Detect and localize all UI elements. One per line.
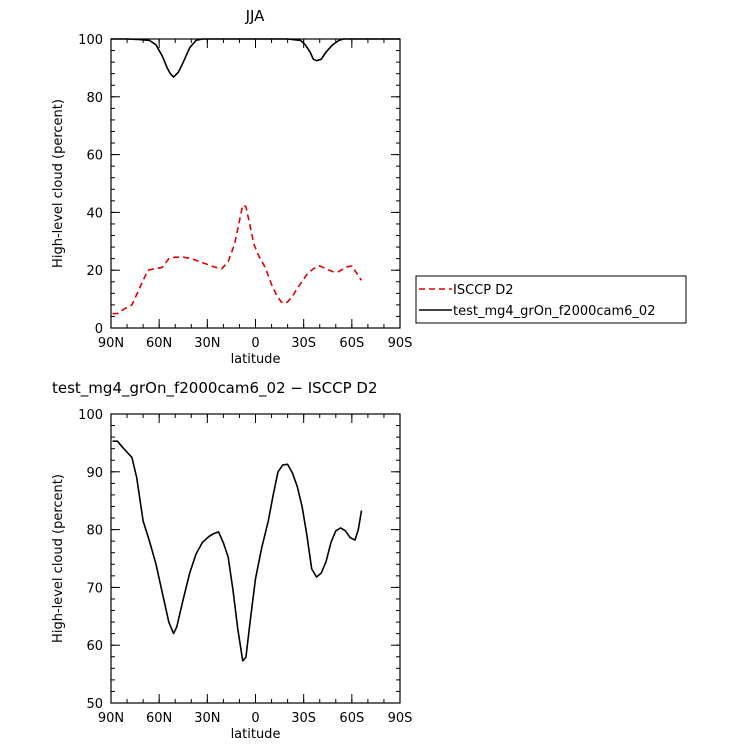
legend-label: ISCCP D2 bbox=[453, 283, 514, 298]
y-tick-label: 100 bbox=[78, 408, 103, 423]
x-tick-label: 30S bbox=[291, 711, 316, 726]
y-tick-label: 60 bbox=[86, 149, 103, 164]
x-tick-label: 60S bbox=[339, 711, 364, 726]
x-tick-label: 30N bbox=[194, 711, 220, 726]
series-line-1 bbox=[112, 440, 363, 662]
legend: ISCCP D2 test_mg4_grOn_f2000cam6_02 bbox=[415, 275, 687, 324]
x-tick-label: 90S bbox=[388, 711, 413, 726]
x-tick-label: 60N bbox=[146, 336, 172, 351]
x-tick-label: 90N bbox=[98, 711, 124, 726]
y-tick-label: 40 bbox=[86, 206, 103, 221]
plot-frame bbox=[110, 38, 401, 329]
y-tick-label: 70 bbox=[86, 581, 103, 596]
x-tick-label: 90N bbox=[98, 336, 124, 351]
y-axis-label: High-level cloud (percent) bbox=[51, 99, 66, 268]
x-tick-label: 0 bbox=[251, 336, 259, 351]
series-line-2 bbox=[111, 38, 400, 78]
y-tick-label: 50 bbox=[86, 697, 103, 712]
x-tick-label: 60S bbox=[339, 336, 364, 351]
y-tick-label: 80 bbox=[86, 524, 103, 539]
x-tick-label: 30N bbox=[194, 336, 220, 351]
y-tick-label: 80 bbox=[86, 91, 103, 106]
x-tick-label: 30S bbox=[291, 336, 316, 351]
chart-panel-1: JJA 90N 60N 30N 0 30S 60S 90S 0 20 40 60 80 100 latitu… bbox=[51, 7, 687, 367]
legend-box bbox=[415, 275, 687, 324]
y-tick-label: 100 bbox=[78, 33, 103, 48]
x-axis-label: latitude bbox=[231, 727, 281, 742]
y-tick-label: 90 bbox=[86, 466, 103, 481]
x-axis-label: latitude bbox=[231, 352, 281, 367]
x-tick-label: 90S bbox=[388, 336, 413, 351]
y-tick-label: 60 bbox=[86, 639, 103, 654]
y-axis-label: High-level cloud (percent) bbox=[51, 474, 66, 643]
x-tick-label: 60N bbox=[146, 711, 172, 726]
legend-label: test_mg4_grOn_f2000cam6_02 bbox=[453, 304, 655, 319]
y-tick-label: 20 bbox=[86, 264, 103, 279]
chart-title: test_mg4_grOn_f2000cam6_02 − ISCCP D2 bbox=[52, 379, 378, 398]
chart-panel-2: test_mg4_grOn_f2000cam6_02 − ISCCP D2 90N… bbox=[51, 379, 412, 742]
series-line-1 bbox=[112, 204, 363, 315]
y-tick-label: 0 bbox=[95, 322, 103, 337]
x-tick-label: 0 bbox=[251, 711, 259, 726]
chart-title: JJA bbox=[245, 7, 266, 25]
